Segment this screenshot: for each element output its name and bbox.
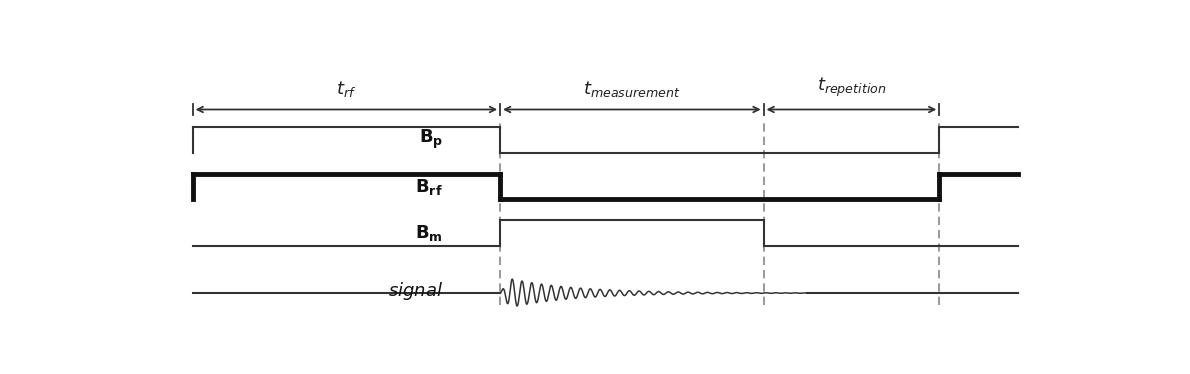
Text: $\mathbf{B}_{\mathbf{rf}}$: $\mathbf{B}_{\mathbf{rf}}$	[415, 177, 443, 196]
Text: $\mathit{signal}$: $\mathit{signal}$	[388, 280, 443, 302]
Text: $t_{rf}$: $t_{rf}$	[337, 79, 357, 99]
Text: $t_{measurement}$: $t_{measurement}$	[583, 79, 681, 99]
Text: $\mathbf{B}_\mathbf{m}$: $\mathbf{B}_\mathbf{m}$	[415, 223, 443, 243]
Text: $\mathbf{B}_\mathbf{p}$: $\mathbf{B}_\mathbf{p}$	[419, 128, 443, 151]
Text: $t_{repetition}$: $t_{repetition}$	[816, 76, 887, 99]
